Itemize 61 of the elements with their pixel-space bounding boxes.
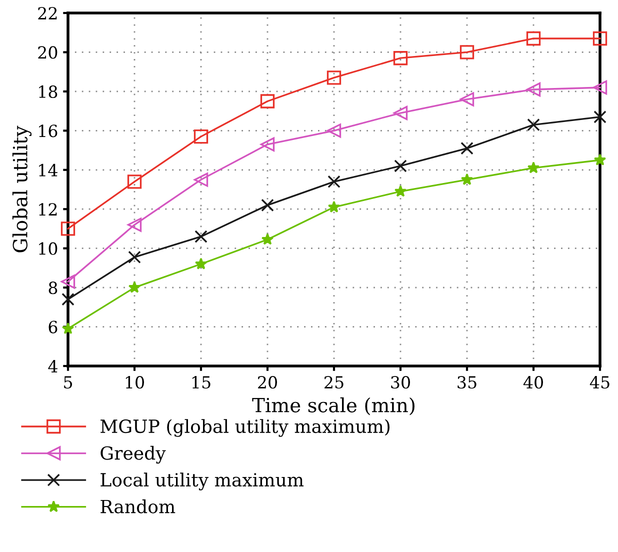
point	[394, 160, 407, 172]
y-tick-label: 18	[39, 85, 58, 98]
x-tick-label: 15	[192, 376, 210, 389]
point	[393, 51, 408, 66]
x-tick-label: 35	[458, 376, 476, 389]
point	[194, 172, 208, 187]
y-tick-label: 16	[39, 124, 58, 138]
point	[393, 106, 408, 120]
point	[62, 322, 74, 334]
x-tick-label: 45	[590, 376, 610, 389]
point	[194, 258, 208, 270]
point	[526, 82, 541, 97]
point	[527, 118, 540, 132]
y-tick-label: 22	[38, 6, 57, 20]
point	[260, 94, 275, 108]
x-axis-title: Time scale (min)	[252, 397, 414, 416]
legend-label: MGUP (global utility maximum)	[100, 419, 390, 437]
x-tick-label: 25	[324, 376, 344, 389]
y-tick-label: 10	[39, 242, 58, 255]
x-tick-label: 5	[64, 376, 72, 389]
point	[326, 70, 342, 85]
x-tick-label: 20	[258, 376, 277, 389]
point	[460, 92, 474, 106]
legend-label: Greedy	[100, 446, 166, 464]
point	[194, 129, 208, 144]
point	[326, 124, 342, 138]
y-tick-label: 14	[39, 164, 58, 176]
y-tick-label: 12	[39, 203, 57, 216]
point	[594, 154, 606, 166]
point	[526, 31, 541, 46]
point	[261, 198, 274, 212]
point	[62, 292, 74, 306]
point	[328, 175, 340, 188]
point	[60, 274, 76, 289]
y-tick-label: 6	[48, 320, 58, 334]
point	[128, 281, 141, 293]
x-tick-label: 10	[126, 376, 144, 389]
legend-label: Local utility maximum	[100, 472, 304, 490]
point	[527, 162, 540, 174]
y-tick-label: 4	[48, 360, 58, 372]
point	[592, 31, 608, 46]
point	[127, 174, 142, 189]
point	[194, 230, 208, 243]
point	[592, 80, 608, 95]
point	[594, 110, 606, 124]
point	[328, 200, 340, 212]
point	[460, 142, 474, 155]
y-axis-title: Global utility	[12, 126, 32, 252]
point	[260, 137, 275, 152]
y-tick-label: 8	[48, 282, 58, 294]
legend-label: Random	[100, 499, 176, 514]
point	[460, 173, 474, 186]
point	[60, 222, 76, 236]
point	[127, 218, 142, 232]
point	[394, 185, 407, 197]
x-tick-label: 40	[523, 376, 543, 389]
point	[460, 45, 474, 60]
point	[128, 250, 141, 264]
y-tick-label: 20	[38, 46, 58, 59]
x-tick-label: 30	[391, 376, 410, 389]
point	[261, 233, 274, 245]
